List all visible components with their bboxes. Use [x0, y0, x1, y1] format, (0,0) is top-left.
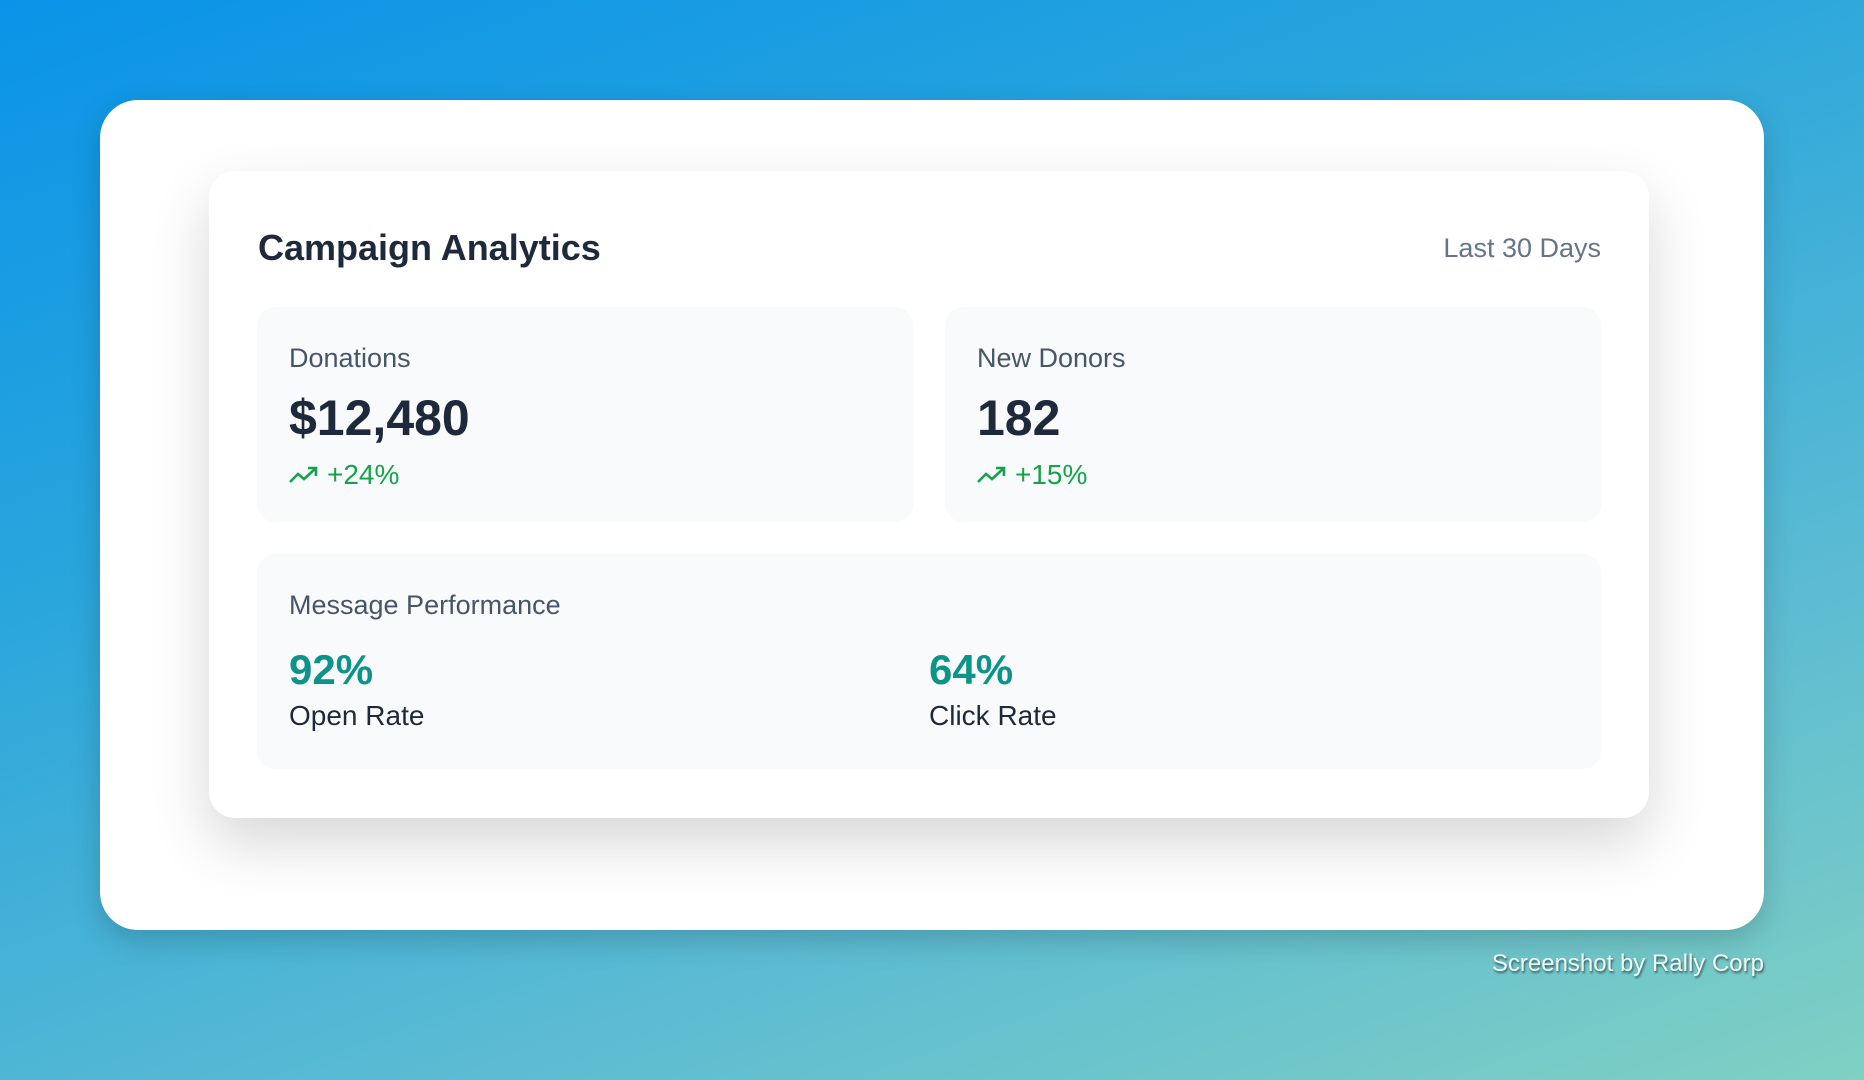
- stat-value: 182: [977, 390, 1061, 446]
- metric-label: Click Rate: [929, 700, 1057, 731]
- stat-change: +24%: [289, 459, 399, 491]
- trending-up-icon: [289, 466, 318, 483]
- screenshot-frame: Campaign Analytics Last 30 Days Donation…: [100, 100, 1764, 930]
- page-title: Campaign Analytics: [258, 227, 601, 268]
- message-performance-card: Message Performance 92% Open Rate 64% Cl…: [257, 554, 1601, 769]
- metric-click-rate: 64% Click Rate: [929, 646, 1057, 732]
- stat-value: $12,480: [289, 390, 470, 446]
- stat-label: New Donors: [977, 343, 1126, 373]
- watermark: Screenshot by Rally Corp: [1491, 950, 1764, 977]
- stat-card-donations: Donations $12,480 +24%: [257, 307, 913, 522]
- trending-up-icon: [977, 466, 1006, 483]
- stat-change-value: +15%: [1015, 459, 1088, 490]
- stat-change-value: +24%: [327, 459, 400, 490]
- stat-change: +15%: [977, 459, 1087, 491]
- metric-open-rate: 92% Open Rate: [289, 646, 424, 732]
- stat-card-new-donors: New Donors 182 +15%: [945, 307, 1601, 522]
- metric-label: Open Rate: [289, 700, 425, 731]
- metric-value: 92%: [289, 646, 374, 693]
- metric-value: 64%: [929, 646, 1014, 693]
- stat-label: Donations: [289, 343, 411, 373]
- analytics-card: Campaign Analytics Last 30 Days Donation…: [209, 171, 1649, 818]
- section-title: Message Performance: [289, 590, 561, 620]
- date-range[interactable]: Last 30 Days: [1443, 233, 1601, 263]
